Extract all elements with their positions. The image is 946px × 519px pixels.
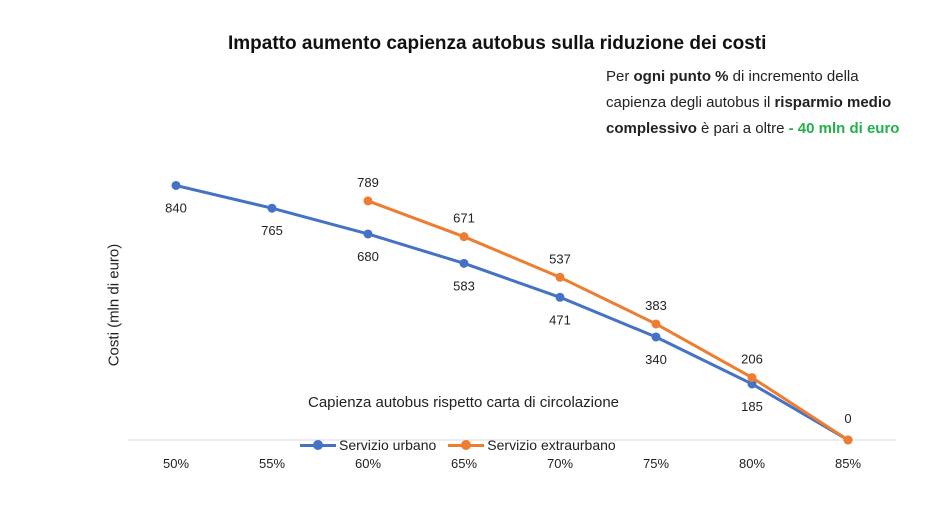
x-tick-label: 55% bbox=[259, 456, 285, 471]
data-point-extraurban bbox=[843, 435, 853, 445]
legend-swatch-urban bbox=[300, 440, 336, 450]
data-point-extraurban bbox=[651, 319, 661, 329]
data-point-urban bbox=[171, 180, 181, 190]
x-tick-label: 60% bbox=[355, 456, 381, 471]
note-highlight: - 40 mln di euro bbox=[788, 120, 900, 137]
data-label-extraurban: 789 bbox=[357, 175, 379, 190]
data-point-extraurban bbox=[747, 373, 757, 383]
data-label-extraurban: 206 bbox=[741, 352, 763, 367]
data-point-urban bbox=[267, 203, 277, 213]
data-label-urban: 583 bbox=[453, 278, 475, 293]
data-label-urban: 765 bbox=[261, 223, 283, 238]
data-label-urban: 680 bbox=[357, 249, 379, 264]
x-tick-label: 70% bbox=[547, 456, 573, 471]
data-point-extraurban bbox=[363, 196, 373, 206]
data-point-extraurban bbox=[459, 232, 469, 242]
series-line-extraurban bbox=[367, 199, 849, 442]
note-text-2: di incremento della capienza degli autob… bbox=[606, 68, 859, 111]
note-bold-2: risparmio medio complessivo bbox=[606, 94, 892, 137]
data-label-urban: 340 bbox=[645, 352, 667, 367]
data-label-extraurban: 671 bbox=[453, 211, 475, 226]
data-label-extraurban: 537 bbox=[549, 251, 571, 266]
data-point-urban bbox=[555, 292, 565, 302]
legend-item-urban: Servizio urbano bbox=[300, 437, 436, 453]
note-text-1: Per bbox=[606, 68, 634, 85]
x-tick-label: 75% bbox=[643, 456, 669, 471]
chart-title: Impatto aumento capienza autobus sulla r… bbox=[228, 33, 767, 54]
legend-label-urban: Servizio urbano bbox=[339, 437, 437, 453]
savings-note: Per ogni punto % di incremento della cap… bbox=[606, 64, 906, 142]
data-point-urban bbox=[459, 258, 469, 268]
x-axis-label: Capienza autobus rispetto carta di circo… bbox=[308, 394, 620, 411]
x-tick-label: 50% bbox=[163, 456, 189, 471]
data-label-urban: 185 bbox=[741, 399, 763, 414]
data-label-extraurban: 0 bbox=[844, 411, 851, 426]
x-tick-label: 80% bbox=[739, 456, 765, 471]
legend: Servizio urbano Servizio extraurbano bbox=[300, 437, 616, 453]
legend-item-extraurban: Servizio extraurbano bbox=[448, 437, 616, 453]
data-point-urban bbox=[651, 332, 661, 342]
x-tick-label: 65% bbox=[451, 456, 477, 471]
note-text-3: è pari a oltre bbox=[696, 120, 789, 137]
data-point-extraurban bbox=[555, 272, 565, 282]
legend-label-extraurban: Servizio extraurbano bbox=[487, 437, 616, 453]
data-label-urban: 840 bbox=[165, 200, 187, 215]
series-line-urban bbox=[175, 184, 849, 442]
note-bold-1: ogni punto % bbox=[633, 68, 729, 85]
x-tick-label: 85% bbox=[835, 456, 861, 471]
legend-swatch-extraurban bbox=[448, 440, 485, 450]
data-point-urban bbox=[747, 379, 757, 389]
data-label-urban: 471 bbox=[549, 312, 571, 327]
data-point-urban bbox=[363, 229, 373, 239]
data-label-extraurban: 383 bbox=[645, 298, 667, 313]
